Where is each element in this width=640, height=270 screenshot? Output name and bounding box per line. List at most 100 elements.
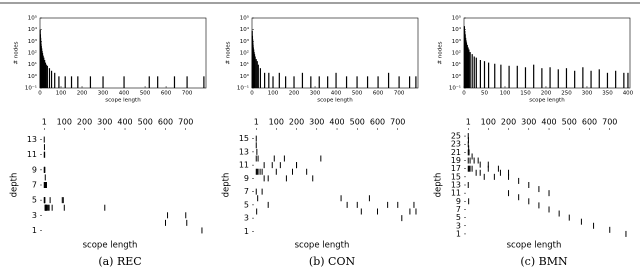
y-axis-label: depth [222, 173, 232, 198]
y-tick-label: 1 [456, 229, 461, 238]
bar [58, 76, 60, 88]
x-tick-label: 200 [77, 91, 88, 97]
x-tick-label: 400 [331, 91, 342, 97]
y-tick-label: 11 [239, 161, 249, 170]
bar [268, 72, 270, 88]
x-tick-label: 1 [466, 118, 471, 127]
y-tick-label: 3 [244, 214, 249, 223]
y-tick-label: 7 [244, 187, 249, 196]
bar [157, 76, 159, 88]
caption: (c) BMN [520, 255, 568, 268]
y-tick-label: 7 [456, 205, 461, 214]
bar [524, 67, 527, 88]
y-tick-label: 9 [32, 165, 37, 174]
x-tick-label: 0 [38, 91, 42, 97]
y-tick-label: 10² [452, 50, 461, 57]
bar [398, 76, 400, 88]
bar [41, 53, 44, 88]
y-tick-label: 13 [27, 135, 37, 144]
y-tick-label: 10¹ [452, 61, 461, 68]
y-tick-label: 15 [239, 134, 249, 143]
bar [541, 68, 543, 88]
x-tick-label: 50 [481, 91, 488, 97]
bar [44, 62, 47, 88]
bar [479, 60, 481, 88]
bar [345, 76, 348, 88]
x-tick-label: 400 [117, 118, 132, 127]
y-tick-label: 10⁻¹ [25, 85, 37, 92]
x-tick-label: 500 [352, 91, 363, 97]
y-tick-label: 23 [451, 140, 461, 149]
bar [335, 72, 337, 88]
bar [43, 57, 45, 88]
bar [415, 76, 417, 88]
x-axis-label: scope length [529, 98, 565, 104]
bar [285, 76, 287, 88]
y-tick-label: 1 [244, 227, 249, 236]
y-tick-label: 7 [32, 181, 37, 190]
y-tick-label: 10³ [452, 38, 461, 45]
bar [466, 44, 468, 88]
bar [148, 76, 150, 88]
bar [77, 76, 79, 88]
x-tick-label: 200 [77, 118, 92, 127]
y-tick-label: 10³ [28, 38, 37, 45]
bar [582, 67, 584, 88]
x-tick-label: 500 [140, 91, 151, 97]
bar [48, 68, 51, 88]
bar [508, 65, 510, 88]
x-axis-label: scope length [83, 241, 138, 251]
x-tick-label: 700 [182, 91, 193, 97]
bar [46, 65, 48, 88]
bar [549, 67, 551, 88]
x-tick-label: 600 [582, 118, 597, 127]
x-tick-label: 700 [178, 118, 193, 127]
y-tick-label: 15 [451, 172, 461, 181]
x-tick-label: 100 [500, 91, 511, 97]
y-tick-label: 11 [27, 150, 37, 159]
bar [50, 70, 53, 88]
x-tick-label: 400 [329, 118, 344, 127]
y-tick-label: 3 [32, 211, 37, 220]
y-tick-label: 10² [240, 50, 249, 57]
bar [203, 76, 205, 88]
bar [627, 72, 629, 88]
bar [102, 76, 104, 88]
x-tick-label: 100 [269, 118, 284, 127]
bar [259, 68, 262, 88]
y-tick-label: 10³ [240, 38, 249, 45]
x-axis-label: scope length [507, 241, 562, 251]
y-tick-label: 10⁵ [240, 15, 249, 22]
bar [54, 72, 56, 88]
x-tick-label: 200 [501, 118, 516, 127]
bar [516, 65, 518, 88]
bar [557, 69, 559, 88]
plot-frame [251, 17, 419, 89]
bar [475, 57, 477, 88]
y-tick-label: 10⁰ [240, 73, 250, 80]
y-tick-label: 10⁴ [452, 26, 462, 33]
x-tick-label: 350 [602, 91, 613, 97]
x-tick-label: 500 [350, 118, 365, 127]
bar [467, 47, 469, 88]
y-tick-label: 10⁻¹ [237, 85, 249, 92]
bar [257, 64, 259, 88]
caption: (b) CON [309, 255, 356, 268]
y-tick-label: 3 [456, 221, 461, 230]
bar [278, 72, 280, 88]
y-tick-label: 11 [451, 189, 461, 198]
bar [590, 70, 592, 88]
y-tick-label: 9 [244, 174, 249, 183]
bar [500, 64, 502, 88]
bar [615, 70, 617, 88]
bar [256, 61, 258, 88]
bar [623, 72, 625, 88]
y-axis-label: # nodes [226, 41, 232, 64]
bar [598, 69, 600, 88]
bar [318, 76, 320, 88]
y-tick-label: 10¹ [240, 61, 249, 68]
x-tick-label: 300 [97, 118, 112, 127]
y-tick-label: 10⁰ [28, 73, 38, 80]
bar [487, 62, 490, 88]
bar [469, 52, 471, 88]
